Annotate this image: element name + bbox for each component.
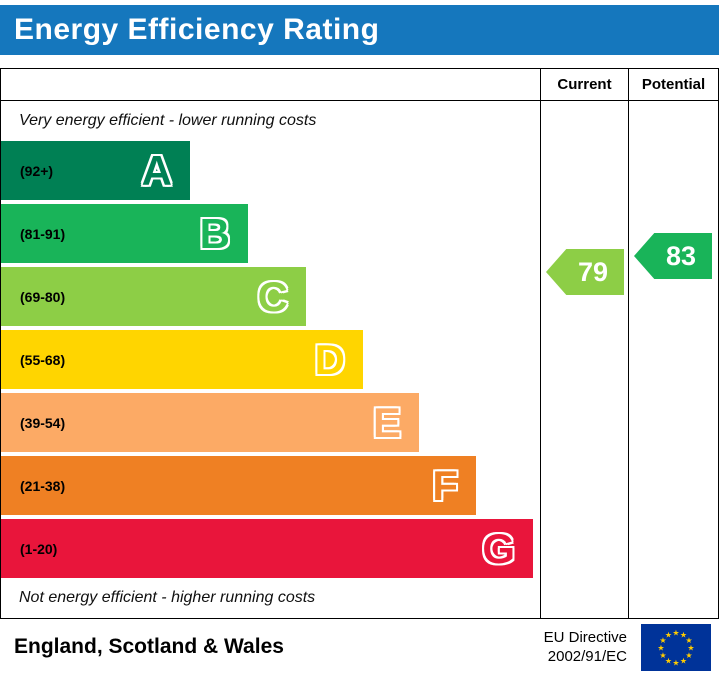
svg-text:★: ★: [685, 651, 692, 660]
band-letter: C: [257, 273, 288, 320]
eu-directive-line1: EU Directive: [543, 628, 627, 646]
potential-rating-arrow: 83: [634, 233, 712, 279]
band-range-label: (1-20): [20, 540, 58, 557]
band-row: (39-54) E: [1, 393, 540, 452]
band-bar: (81-91) B: [1, 204, 248, 263]
band-row: (1-20) G: [1, 519, 540, 578]
current-column-header: Current: [540, 69, 628, 100]
svg-text:★: ★: [657, 643, 664, 652]
band-bar: (1-20) G: [1, 519, 533, 578]
svg-text:★: ★: [672, 628, 679, 637]
eu-directive-label: EU Directive 2002/91/EC: [544, 628, 627, 667]
eu-directive-line2: 2002/91/EC: [547, 648, 627, 665]
bands-list: (92+) A (81-91) B (69-80) C (55-68) D (3…: [1, 141, 540, 578]
svg-text:★: ★: [659, 636, 666, 645]
band-range-label: (39-54): [20, 414, 66, 431]
band-letter: B: [199, 210, 230, 257]
band-range-label: (92+): [20, 162, 54, 179]
chart-header: Current Potential: [1, 69, 718, 101]
svg-text:★: ★: [680, 656, 687, 665]
band-range-label: (69-80): [20, 288, 66, 305]
band-letter: D: [314, 336, 345, 383]
band-bar: (55-68) D: [1, 330, 363, 389]
current-rating-value: 79: [577, 256, 609, 287]
page-title: Energy Efficiency Rating: [14, 13, 380, 46]
title-bar: Energy Efficiency Rating: [0, 5, 719, 55]
band-bar: (39-54) E: [1, 393, 419, 452]
svg-text:★: ★: [687, 643, 694, 652]
band-range-label: (81-91): [20, 225, 66, 242]
current-rating-arrow: 79: [546, 249, 624, 295]
potential-column: 83: [628, 101, 718, 618]
current-column: 79: [540, 101, 628, 618]
svg-text:★: ★: [680, 630, 687, 639]
band-letter: G: [482, 525, 515, 572]
band-letter: A: [141, 147, 172, 194]
top-note: Very energy efficient - lower running co…: [19, 112, 317, 129]
rating-chart: Current Potential Very energy efficient …: [0, 68, 719, 619]
band-row: (81-91) B: [1, 204, 540, 263]
potential-column-header: Potential: [628, 69, 718, 100]
chart-body: Very energy efficient - lower running co…: [1, 101, 718, 618]
band-letter: F: [432, 462, 458, 509]
band-row: (69-80) C: [1, 267, 540, 326]
band-row: (21-38) F: [1, 456, 540, 515]
svg-text:★: ★: [672, 658, 679, 667]
band-range-label: (55-68): [20, 351, 66, 368]
bands-column: Very energy efficient - lower running co…: [1, 101, 540, 618]
eu-flag-icon: ★ ★ ★ ★ ★ ★ ★ ★ ★ ★ ★ ★: [641, 623, 711, 671]
band-bar: (69-80) C: [1, 267, 306, 326]
band-range-label: (21-38): [20, 477, 66, 494]
band-bar: (92+) A: [1, 141, 190, 200]
footer-right: EU Directive 2002/91/EC ★ ★ ★ ★ ★ ★ ★ ★ …: [544, 623, 711, 671]
footer: England, Scotland & Wales EU Directive 2…: [0, 619, 719, 675]
band-row: (55-68) D: [1, 330, 540, 389]
svg-text:★: ★: [659, 651, 666, 660]
svg-text:★: ★: [685, 636, 692, 645]
svg-text:★: ★: [665, 630, 672, 639]
header-spacer: [1, 69, 540, 100]
svg-text:★: ★: [665, 656, 672, 665]
region-label: England, Scotland & Wales: [14, 635, 284, 658]
band-letter: E: [372, 399, 401, 446]
band-row: (92+) A: [1, 141, 540, 200]
potential-rating-value: 83: [665, 240, 697, 271]
band-bar: (21-38) F: [1, 456, 476, 515]
bottom-note: Not energy efficient - higher running co…: [19, 589, 316, 606]
